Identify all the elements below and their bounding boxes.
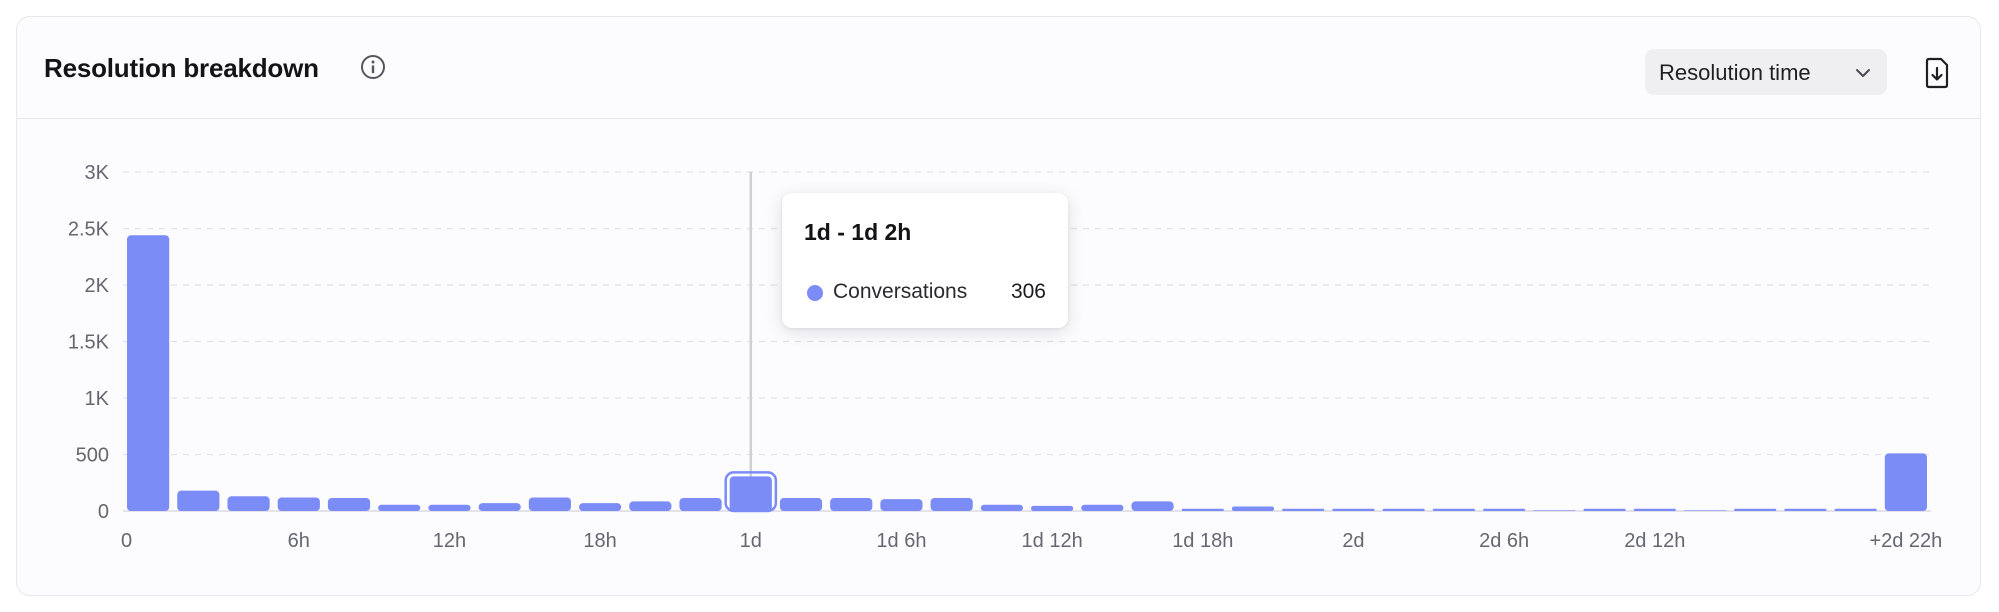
bar: [980, 504, 1023, 511]
info-icon[interactable]: [359, 53, 387, 81]
bar: [1683, 510, 1727, 511]
series-color-dot: [807, 285, 823, 301]
x-tick-label: 0: [121, 530, 132, 552]
bar: [1533, 510, 1576, 511]
bar: [830, 498, 873, 511]
bar: [1633, 508, 1676, 511]
y-tick-label: 3K: [85, 162, 110, 184]
x-tick-label: +2d 22h: [1869, 530, 1942, 552]
file-download-icon[interactable]: [1917, 53, 1957, 93]
bar: [1382, 508, 1425, 511]
x-tick-label: 2d 6h: [1479, 530, 1529, 552]
x-tick-label: 1d 18h: [1172, 530, 1233, 552]
x-tick-label: 12h: [433, 530, 466, 552]
tooltip-series-name: Conversations: [833, 280, 968, 303]
bar: [1583, 508, 1626, 511]
bar: [729, 476, 772, 511]
x-tick-label: 2d 12h: [1624, 530, 1685, 552]
chevron-down-icon: [1856, 69, 1870, 77]
x-tick-label: 1d 12h: [1022, 530, 1083, 552]
bar: [478, 503, 521, 511]
chart-tooltip: 1d - 1d 2h Conversations 306: [782, 193, 1068, 328]
bar: [1432, 508, 1475, 511]
bar: [1282, 508, 1325, 511]
bar: [679, 498, 722, 511]
bar: [528, 497, 571, 511]
bar: [327, 498, 371, 511]
dropdown-label: Resolution time: [1659, 60, 1811, 85]
bar: [1131, 501, 1174, 511]
x-tick-label: 1d: [740, 530, 762, 552]
resolution-time-dropdown[interactable]: Resolution time: [1645, 49, 1887, 95]
bar: [1884, 453, 1927, 511]
x-tick-label: 18h: [583, 530, 616, 552]
card-title: Resolution breakdown: [44, 53, 319, 83]
bar: [277, 497, 320, 511]
bar: [1181, 508, 1224, 511]
bar: [629, 501, 672, 511]
bar: [1483, 508, 1526, 511]
bar: [579, 503, 622, 511]
y-tick-label: 2.5K: [68, 219, 110, 241]
bar: [378, 504, 421, 511]
tooltip-title: 1d - 1d 2h: [804, 219, 912, 245]
bar: [930, 498, 973, 511]
x-tick-label: 6h: [288, 530, 310, 552]
bar: [1834, 508, 1877, 511]
y-tick-label: 2K: [85, 275, 110, 297]
bar: [1332, 508, 1375, 511]
x-tick-label: 1d 6h: [876, 530, 926, 552]
tooltip-value: 306: [1010, 280, 1046, 303]
bar: [1784, 508, 1827, 511]
bar: [127, 235, 170, 511]
bar: [880, 499, 923, 511]
bar: [1031, 505, 1074, 511]
bar: [428, 504, 471, 511]
bar: [1081, 504, 1124, 511]
card-header: Resolution breakdown Resolution time: [17, 17, 1980, 119]
bar: [227, 496, 270, 511]
y-tick-label: 0: [98, 501, 109, 523]
bar: [177, 490, 220, 511]
x-tick-label: 2d: [1342, 530, 1364, 552]
y-tick-label: 1K: [85, 388, 110, 410]
bar: [779, 498, 823, 511]
bar: [1231, 506, 1275, 511]
y-tick-label: 1.5K: [68, 332, 110, 354]
y-tick-label: 500: [76, 445, 109, 467]
bar: [1734, 508, 1777, 511]
